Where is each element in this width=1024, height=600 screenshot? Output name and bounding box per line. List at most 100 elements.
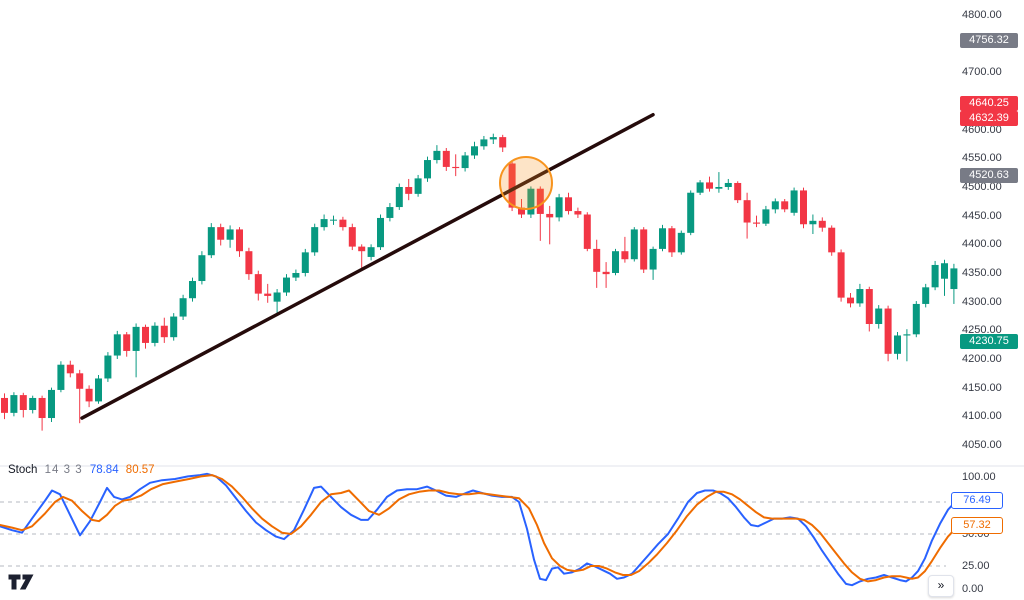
candle-body bbox=[179, 298, 187, 317]
candle-body bbox=[38, 397, 46, 419]
candle-body bbox=[452, 166, 460, 169]
candle-body bbox=[123, 334, 131, 351]
candle-body bbox=[884, 308, 892, 354]
candle-body bbox=[593, 248, 601, 272]
candle-body bbox=[95, 378, 102, 402]
indicator-name: Stoch bbox=[8, 464, 38, 476]
candle-body bbox=[912, 303, 920, 335]
candle-body bbox=[499, 137, 507, 148]
candle-body bbox=[301, 252, 309, 273]
candle-body bbox=[875, 308, 883, 325]
candle-body bbox=[941, 263, 948, 279]
stoch-axis-label: 0.00 bbox=[962, 583, 984, 595]
candle-body bbox=[198, 255, 206, 282]
price-badge: 4632.39 bbox=[960, 110, 1018, 126]
candle-body bbox=[602, 271, 610, 275]
candle-body bbox=[743, 200, 751, 223]
candle-body bbox=[283, 277, 290, 293]
price-axis-label: 4200.00 bbox=[962, 352, 1002, 365]
candle-body bbox=[687, 192, 695, 233]
candle-body bbox=[367, 247, 375, 257]
price-badge: 4756.32 bbox=[960, 32, 1018, 48]
candle-body bbox=[565, 197, 572, 212]
candle-body bbox=[245, 251, 253, 275]
candle-body bbox=[330, 219, 337, 221]
candle-body bbox=[273, 292, 281, 302]
candle-body bbox=[480, 139, 488, 147]
candle-body bbox=[903, 334, 911, 336]
price-badge: 4230.75 bbox=[960, 333, 1018, 349]
candle-body bbox=[57, 364, 65, 390]
price-axis-label: 4100.00 bbox=[962, 410, 1002, 423]
candle-body bbox=[236, 229, 243, 252]
candle-body bbox=[386, 207, 394, 218]
candle-body bbox=[189, 281, 196, 299]
candle-body bbox=[29, 397, 37, 411]
candle-body bbox=[612, 251, 619, 273]
candle-body bbox=[527, 188, 535, 215]
stoch-axis-label: 100.00 bbox=[962, 471, 996, 483]
candle-body bbox=[132, 326, 140, 351]
candle-body bbox=[771, 201, 779, 210]
candle-body bbox=[320, 219, 328, 228]
candle-body bbox=[151, 325, 159, 343]
candle-body bbox=[659, 228, 666, 249]
price-axis-label: 4800.00 bbox=[962, 9, 1002, 21]
candle-body bbox=[546, 213, 554, 218]
candle-body bbox=[828, 227, 836, 253]
price-axis-label: 4300.00 bbox=[962, 295, 1002, 308]
candle-body bbox=[1, 397, 8, 413]
stoch-legend[interactable]: Stoch 14 3 3 78.84 80.57 bbox=[8, 464, 159, 478]
candle-body bbox=[536, 188, 544, 214]
candle-body bbox=[640, 229, 648, 270]
candle-body bbox=[894, 335, 901, 354]
candle-body bbox=[790, 190, 798, 213]
candle-body bbox=[715, 186, 723, 189]
tradingview-logo[interactable] bbox=[8, 573, 36, 591]
candle-body bbox=[762, 209, 770, 224]
candle-body bbox=[160, 325, 168, 338]
candle-body bbox=[442, 150, 450, 167]
candle-body bbox=[677, 232, 685, 253]
candle-body bbox=[311, 227, 319, 253]
price-badge: 4520.63 bbox=[960, 167, 1018, 183]
stoch-axis-label: 25.00 bbox=[962, 560, 990, 572]
candle-body bbox=[76, 373, 84, 389]
price-badge: 4640.25 bbox=[960, 95, 1018, 111]
stoch-d-line bbox=[0, 474, 961, 583]
candle-body bbox=[583, 214, 591, 249]
candle-body bbox=[142, 326, 149, 343]
candle-body bbox=[753, 222, 760, 224]
price-axis-label: 4600.00 bbox=[962, 123, 1002, 136]
candle-body bbox=[10, 395, 18, 413]
candle-body bbox=[433, 150, 441, 161]
candle-body bbox=[847, 297, 854, 304]
candle-body bbox=[461, 155, 469, 169]
candle-body bbox=[724, 182, 732, 187]
candle-body bbox=[818, 220, 826, 228]
candle-body bbox=[630, 229, 638, 260]
price-axis-label: 4350.00 bbox=[962, 266, 1002, 279]
candle-body bbox=[217, 227, 225, 240]
candle-body bbox=[424, 160, 431, 179]
candle-body bbox=[395, 186, 403, 208]
trendline[interactable] bbox=[80, 113, 655, 420]
candle-body bbox=[254, 274, 262, 294]
stoch-value-badge: 76.49 bbox=[951, 492, 1003, 510]
candle-body bbox=[113, 334, 121, 356]
candle-body bbox=[104, 355, 112, 379]
candle-body bbox=[405, 186, 413, 194]
collapse-panel-button[interactable]: » bbox=[928, 575, 954, 597]
candle-body bbox=[339, 219, 347, 228]
candle-body bbox=[471, 146, 478, 156]
candle-body bbox=[66, 364, 74, 374]
candle-body bbox=[19, 395, 27, 411]
breakout-highlight-circle[interactable] bbox=[499, 155, 553, 210]
chevron-double-right-icon: » bbox=[937, 578, 945, 592]
candle-body bbox=[226, 229, 234, 240]
candle-body bbox=[207, 227, 215, 256]
candle-body bbox=[264, 293, 272, 296]
price-axis-label: 4450.00 bbox=[962, 209, 1002, 222]
